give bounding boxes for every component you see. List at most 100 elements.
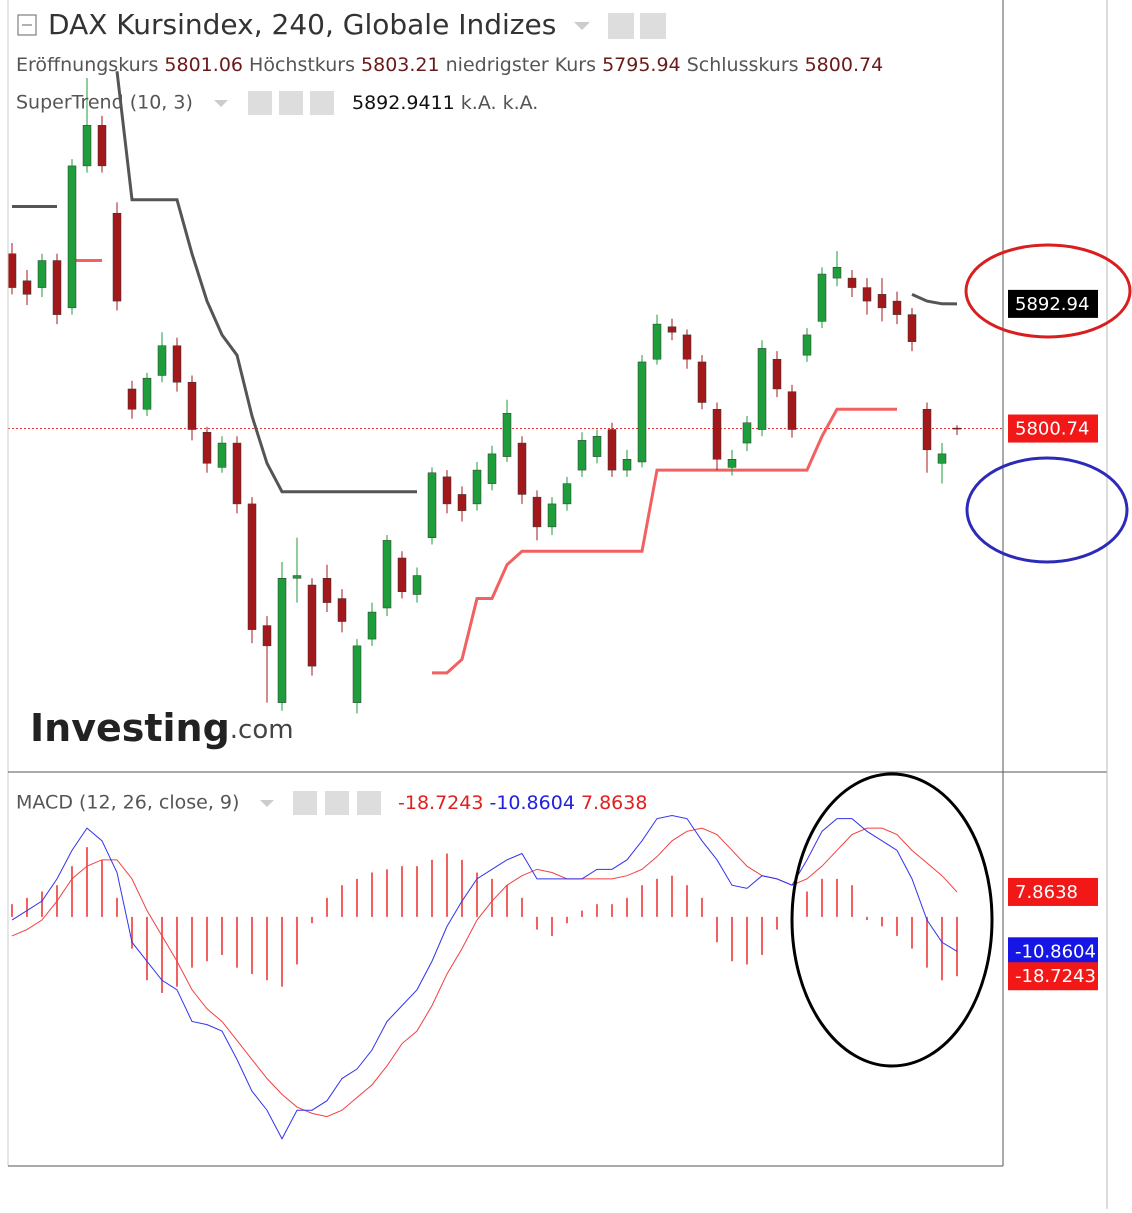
eye-icon[interactable] — [248, 91, 272, 115]
value: 7.8638 — [581, 792, 647, 814]
ohlc-legend: Eröffnungskurs 5801.06 Höchstkurs 5803.2… — [16, 54, 883, 76]
macd-tag-bg — [1008, 937, 1098, 966]
candle-body — [862, 287, 872, 302]
annotation-circle — [965, 456, 1129, 564]
eye-icon[interactable] — [293, 791, 317, 815]
candle-body — [877, 294, 887, 309]
collapse-icon[interactable] — [17, 14, 37, 36]
candle-body — [127, 388, 137, 410]
candle-body — [487, 453, 497, 484]
candle-body — [562, 483, 572, 505]
candle-body — [937, 453, 947, 464]
candle-body — [727, 459, 737, 468]
candle-body — [847, 277, 857, 288]
close-icon[interactable] — [357, 791, 381, 815]
candle-body — [412, 575, 422, 595]
candle-body — [622, 459, 632, 471]
dropdown[interactable] — [574, 22, 590, 30]
logo-suffix: .com — [230, 715, 294, 745]
candle-body — [7, 253, 17, 288]
candle-body — [442, 476, 452, 505]
logo: Investing.com — [30, 706, 294, 750]
candle-body — [187, 381, 197, 430]
value: -18.7243 — [398, 792, 483, 814]
candle-body — [952, 427, 962, 430]
close-tag: 5800.74 — [1015, 419, 1089, 440]
label: Eröffnungskurs — [16, 54, 158, 76]
signal-tag: 7.8638 — [1015, 882, 1078, 903]
candle-body — [697, 361, 707, 403]
candle-body — [97, 125, 107, 167]
candle-body — [832, 267, 842, 279]
logo-brand: Investing — [30, 706, 230, 750]
candle-body — [502, 413, 512, 457]
candle-body — [307, 584, 317, 667]
candle-body — [712, 409, 722, 460]
settings-icon[interactable] — [279, 91, 303, 115]
macd-line — [11, 814, 958, 1140]
chart-title: DAX Kursindex, 240, Globale Indizes — [48, 8, 556, 41]
label: Schlusskurs — [687, 54, 799, 76]
dropdown[interactable] — [214, 100, 228, 107]
price-tags: 5892.94 5800.74 7.8638 -10.8604 -18.7243 — [1008, 289, 1098, 991]
annotation-circle — [964, 243, 1132, 339]
value: 5800.74 — [805, 54, 884, 76]
candle-body — [652, 323, 662, 360]
dropdown[interactable] — [260, 800, 274, 807]
settings-icon[interactable] — [325, 791, 349, 815]
candle-body — [217, 442, 227, 468]
candle-body — [517, 442, 527, 495]
supertrend-down — [12, 71, 958, 494]
candle-body — [262, 625, 272, 647]
candle-body — [607, 429, 617, 471]
candle-body — [352, 645, 362, 703]
candle-body — [532, 496, 542, 528]
candle-body — [367, 611, 377, 640]
candle-body — [922, 409, 932, 451]
macd-tag: -10.8604 — [1015, 941, 1096, 962]
value: 5801.06 — [164, 54, 243, 76]
macd-values: -18.7243 -10.8604 7.8638 — [398, 792, 647, 814]
candle-body — [667, 326, 677, 333]
candle-body — [472, 469, 482, 505]
eye-icon[interactable] — [608, 13, 634, 39]
candle-body — [22, 280, 32, 295]
value: 5803.21 — [361, 54, 440, 76]
candle-body — [37, 260, 47, 288]
candle-body — [82, 125, 92, 167]
close-icon[interactable] — [310, 91, 334, 115]
candle-body — [157, 345, 167, 376]
candle-body — [907, 314, 917, 342]
settings-icon[interactable] — [640, 13, 666, 39]
candle-body — [817, 273, 827, 322]
supertrend-values: 5892.9411 k.A. k.A. — [352, 92, 538, 114]
candle-body — [592, 436, 602, 457]
supertrend-tag-bg — [1008, 289, 1098, 318]
candle-body — [172, 345, 182, 383]
value: -10.8604 — [489, 792, 574, 814]
candle-body — [202, 431, 212, 464]
histogram-tag: -18.7243 — [1015, 966, 1096, 987]
candle-body — [292, 575, 302, 579]
candle-body — [322, 578, 332, 603]
candle-body — [802, 334, 812, 356]
value: 5892.9411 — [352, 92, 455, 114]
close-tag-bg — [1008, 414, 1098, 443]
candle-body — [892, 300, 902, 315]
candle-body — [382, 540, 392, 609]
candle-body — [427, 472, 437, 538]
annotation-circle — [790, 772, 994, 1068]
candle-body — [142, 377, 152, 410]
candle-body — [277, 578, 287, 703]
candle-body — [742, 422, 752, 444]
histogram-tag-bg — [1008, 962, 1098, 991]
candle-body — [772, 358, 782, 390]
candle-body — [397, 557, 407, 593]
candle-body — [52, 260, 62, 315]
candle-body — [67, 165, 77, 309]
supertrend-tag: 5892.94 — [1015, 294, 1089, 315]
label: niedrigster Kurs — [446, 54, 596, 76]
value: 5795.94 — [602, 54, 681, 76]
